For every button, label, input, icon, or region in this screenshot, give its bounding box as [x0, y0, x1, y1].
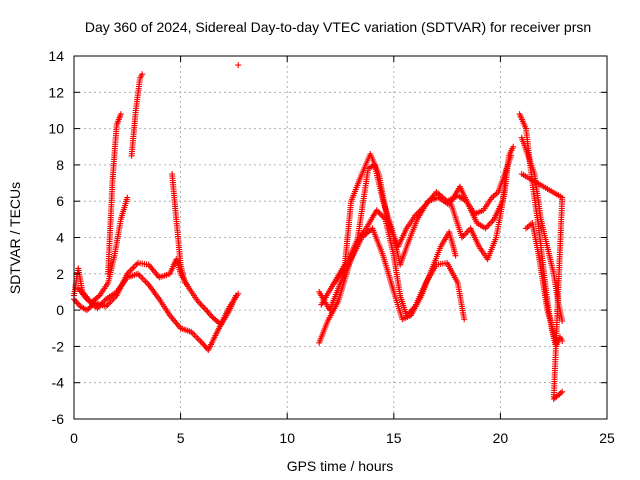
y-tick-label: 14	[48, 48, 64, 64]
data-point	[461, 316, 468, 323]
x-tick-label: 0	[70, 430, 78, 446]
data-point	[235, 62, 242, 69]
x-tick-label: 10	[279, 430, 295, 446]
data-point	[124, 194, 131, 201]
y-tick-label: 0	[56, 302, 64, 318]
y-tick-label: -4	[52, 375, 65, 391]
y-tick-label: 6	[56, 193, 64, 209]
y-tick-label: -2	[52, 338, 65, 354]
data-point	[198, 339, 205, 346]
data-point	[139, 71, 146, 78]
y-tick-label: 8	[56, 157, 64, 173]
y-tick-label: 12	[48, 84, 64, 100]
y-tick-label: 10	[48, 121, 64, 137]
x-axis-label: GPS time / hours	[287, 458, 394, 474]
data-point	[452, 252, 459, 259]
data-point	[207, 311, 213, 318]
y-tick-label: 4	[56, 230, 64, 246]
chart-title: Day 360 of 2024, Sidereal Day-to-day VTE…	[85, 19, 591, 35]
data-point	[181, 279, 188, 286]
data-point	[74, 300, 81, 307]
data-point	[510, 143, 517, 150]
y-axis-label: SDTVAR / TECUs	[7, 182, 23, 294]
data-point	[557, 390, 564, 396]
y-tick-label: -6	[52, 411, 65, 427]
data-point	[235, 290, 242, 297]
x-tick-label: 20	[493, 430, 509, 446]
y-tick-label: 2	[56, 266, 64, 282]
data-point	[117, 111, 124, 118]
x-tick-label: 25	[599, 430, 615, 446]
data-point	[559, 318, 566, 324]
x-tick-label: 15	[386, 430, 402, 446]
data-point	[559, 338, 566, 344]
data-point	[559, 388, 566, 395]
data-point	[95, 293, 102, 300]
grid-lines	[74, 56, 607, 419]
data-points	[71, 62, 566, 402]
x-tick-label: 5	[177, 430, 185, 446]
axis-ticks: 0 5 10 15 20 25 -6 -4 -2 0 2 4 6 8 10 12 14	[48, 48, 615, 446]
